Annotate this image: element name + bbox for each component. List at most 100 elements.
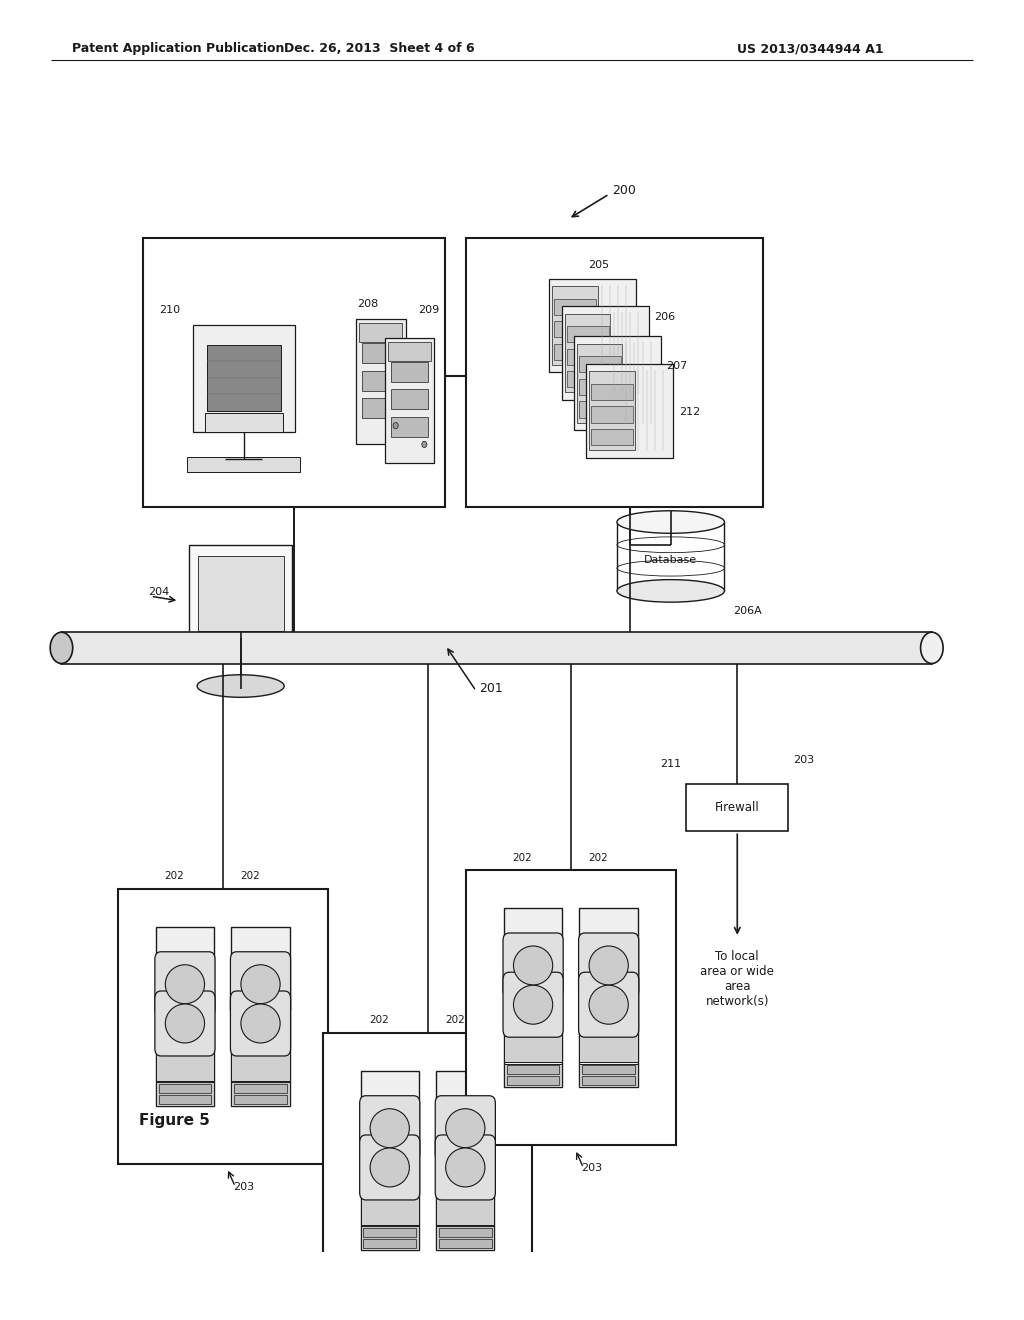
Ellipse shape	[241, 1005, 281, 1043]
FancyBboxPatch shape	[159, 1094, 211, 1104]
FancyBboxPatch shape	[580, 401, 621, 417]
FancyBboxPatch shape	[356, 319, 406, 445]
Text: 201: 201	[479, 682, 503, 694]
Ellipse shape	[513, 946, 553, 985]
FancyBboxPatch shape	[439, 1238, 492, 1247]
Ellipse shape	[165, 965, 205, 1003]
FancyBboxPatch shape	[586, 364, 674, 458]
FancyBboxPatch shape	[118, 888, 328, 1164]
FancyBboxPatch shape	[555, 298, 596, 315]
Ellipse shape	[241, 965, 281, 1003]
FancyBboxPatch shape	[507, 1076, 559, 1085]
FancyBboxPatch shape	[590, 371, 635, 450]
Text: Firewall: Firewall	[715, 801, 760, 814]
Ellipse shape	[921, 632, 943, 664]
FancyBboxPatch shape	[198, 556, 284, 631]
FancyBboxPatch shape	[323, 1032, 532, 1308]
Text: 203: 203	[582, 1163, 602, 1173]
FancyBboxPatch shape	[578, 343, 623, 422]
Ellipse shape	[445, 1148, 485, 1187]
FancyBboxPatch shape	[466, 238, 763, 507]
Text: 205: 205	[588, 260, 609, 271]
FancyBboxPatch shape	[592, 384, 633, 400]
Text: 209: 209	[418, 305, 439, 315]
Ellipse shape	[589, 985, 629, 1024]
FancyBboxPatch shape	[230, 952, 291, 1016]
Text: 206A: 206A	[733, 606, 762, 616]
Text: US 2013/0344944 A1: US 2013/0344944 A1	[737, 42, 884, 55]
Ellipse shape	[513, 985, 553, 1024]
FancyBboxPatch shape	[561, 306, 649, 400]
FancyBboxPatch shape	[155, 991, 215, 1056]
FancyBboxPatch shape	[364, 1228, 416, 1237]
FancyBboxPatch shape	[580, 1064, 638, 1086]
Text: Figure 5: Figure 5	[138, 1113, 210, 1129]
Text: 211: 211	[659, 759, 681, 768]
Text: 208: 208	[357, 300, 379, 309]
FancyBboxPatch shape	[555, 343, 596, 360]
FancyBboxPatch shape	[507, 1065, 559, 1074]
FancyBboxPatch shape	[230, 991, 291, 1056]
FancyBboxPatch shape	[391, 417, 428, 437]
FancyBboxPatch shape	[359, 1096, 420, 1160]
FancyBboxPatch shape	[362, 399, 399, 418]
FancyBboxPatch shape	[567, 348, 608, 364]
FancyBboxPatch shape	[580, 356, 621, 372]
FancyBboxPatch shape	[360, 1226, 419, 1250]
FancyBboxPatch shape	[583, 1065, 635, 1074]
FancyBboxPatch shape	[156, 1082, 214, 1106]
FancyBboxPatch shape	[555, 321, 596, 338]
FancyBboxPatch shape	[156, 1051, 214, 1081]
FancyBboxPatch shape	[155, 952, 215, 1016]
Text: 202: 202	[588, 853, 608, 862]
FancyBboxPatch shape	[234, 1094, 287, 1104]
FancyBboxPatch shape	[436, 1195, 495, 1225]
FancyBboxPatch shape	[362, 343, 399, 363]
FancyBboxPatch shape	[435, 1096, 496, 1160]
FancyBboxPatch shape	[504, 1064, 562, 1086]
FancyBboxPatch shape	[143, 238, 445, 507]
Ellipse shape	[197, 675, 284, 697]
FancyBboxPatch shape	[504, 1031, 562, 1061]
FancyBboxPatch shape	[579, 933, 639, 998]
Text: Patent Application Publication: Patent Application Publication	[72, 42, 284, 55]
Ellipse shape	[165, 1005, 205, 1043]
Ellipse shape	[616, 579, 725, 602]
Text: 202: 202	[165, 871, 184, 882]
Ellipse shape	[422, 441, 427, 447]
FancyBboxPatch shape	[583, 1076, 635, 1085]
Ellipse shape	[370, 1109, 410, 1147]
FancyBboxPatch shape	[580, 908, 638, 1086]
FancyBboxPatch shape	[549, 279, 636, 372]
Ellipse shape	[370, 1148, 410, 1187]
FancyBboxPatch shape	[360, 1071, 419, 1250]
Text: Dec. 26, 2013  Sheet 4 of 6: Dec. 26, 2013 Sheet 4 of 6	[284, 42, 474, 55]
Text: 210: 210	[159, 305, 180, 315]
Text: 202: 202	[444, 1015, 465, 1026]
Text: 202: 202	[513, 853, 532, 862]
Text: Database: Database	[644, 554, 697, 565]
FancyBboxPatch shape	[580, 379, 621, 395]
FancyBboxPatch shape	[385, 338, 434, 463]
FancyBboxPatch shape	[553, 286, 598, 364]
FancyBboxPatch shape	[364, 1238, 416, 1247]
FancyBboxPatch shape	[567, 326, 608, 342]
FancyBboxPatch shape	[436, 1226, 495, 1250]
Text: 204: 204	[148, 586, 170, 597]
FancyBboxPatch shape	[466, 870, 676, 1146]
Ellipse shape	[50, 632, 73, 664]
FancyBboxPatch shape	[435, 1135, 496, 1200]
FancyBboxPatch shape	[359, 1135, 420, 1200]
Ellipse shape	[589, 946, 629, 985]
Text: 202: 202	[370, 1015, 389, 1026]
FancyBboxPatch shape	[503, 973, 563, 1038]
Text: 203: 203	[794, 755, 815, 764]
FancyBboxPatch shape	[205, 413, 283, 432]
FancyBboxPatch shape	[686, 784, 788, 832]
FancyBboxPatch shape	[207, 345, 281, 411]
FancyBboxPatch shape	[592, 407, 633, 422]
FancyBboxPatch shape	[187, 457, 300, 473]
FancyBboxPatch shape	[592, 429, 633, 445]
Text: To local
area or wide
area
network(s): To local area or wide area network(s)	[700, 950, 774, 1008]
Text: 206: 206	[654, 312, 676, 322]
